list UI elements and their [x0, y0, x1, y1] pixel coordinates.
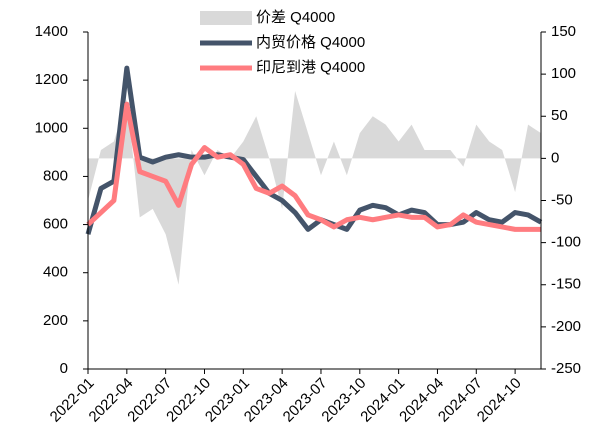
- y2-tick-label: 50: [551, 107, 568, 124]
- y-tick-label: 1000: [35, 119, 68, 136]
- y2-tick-label: 0: [551, 149, 559, 166]
- legend-label: 印尼到港 Q4000: [256, 59, 365, 76]
- y-tick-label: 1400: [35, 23, 68, 40]
- legend-label: 价差 Q4000: [256, 9, 335, 26]
- y-tick-label: 400: [43, 264, 68, 281]
- y-tick-label: 0: [60, 360, 68, 377]
- price-line: [86, 101, 541, 232]
- y2-tick-label: 100: [551, 65, 576, 82]
- spread-area: [88, 90, 541, 285]
- y2-tick-label: -250: [551, 360, 581, 377]
- y-tick-label: 800: [43, 167, 68, 184]
- y2-tick-label: -50: [551, 191, 573, 208]
- legend-label: 内贸价格 Q4000: [256, 34, 365, 51]
- y2-tick-label: 150: [551, 23, 576, 40]
- y-tick-label: 200: [43, 312, 68, 329]
- y2-tick-label: -200: [551, 318, 581, 335]
- y2-tick-label: -100: [551, 234, 581, 251]
- legend-swatch: [200, 11, 252, 25]
- y2-tick-label: -150: [551, 276, 581, 293]
- y-tick-label: 600: [43, 216, 68, 233]
- y-tick-label: 1200: [35, 71, 68, 88]
- price-line: [85, 65, 543, 235]
